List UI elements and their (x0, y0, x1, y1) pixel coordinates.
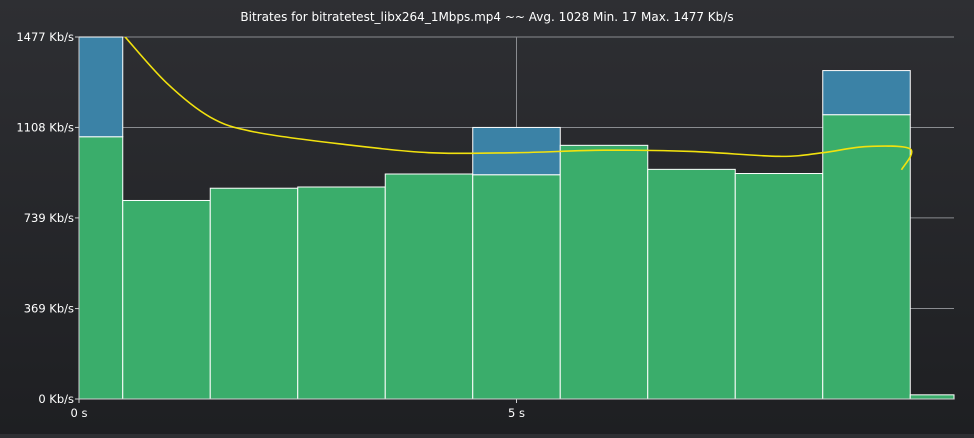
bitrate-bar (78, 136, 124, 400)
keyframe-bar (78, 36, 124, 138)
y-tick-labels: 0 Kb/s 369 Kb/s 739 Kb/s 1108 Kb/s 1477 Kb/s (16, 30, 79, 406)
bitrate-bar (909, 394, 955, 400)
y-tick-label: 369 Kb/s (24, 302, 74, 316)
bitrate-bar (734, 173, 824, 400)
bitrate-bar (472, 174, 561, 400)
keyframe-bar (822, 70, 911, 116)
x-tick-labels: 0 s 5 s (71, 399, 525, 420)
bitrate-bar (122, 199, 211, 400)
bitrate-bar (647, 168, 736, 400)
x-tick-label: 5 s (508, 406, 525, 420)
bitrate-bar (297, 186, 386, 400)
average-bitrate-line (124, 37, 913, 171)
bitrate-bar (384, 173, 474, 400)
y-tick-label: 1108 Kb/s (16, 120, 74, 134)
y-tick-label: 0 Kb/s (38, 392, 74, 406)
y-tick-label: 1477 Kb/s (16, 30, 74, 44)
bitrate-bar (559, 144, 649, 400)
bitrate-bar (822, 114, 911, 400)
bitrate-bar (209, 187, 299, 400)
y-tick-label: 739 Kb/s (24, 211, 74, 225)
bars (78, 36, 955, 400)
chart-title: Bitrates for bitratetest_libx264_1Mbps.m… (240, 10, 733, 24)
x-tick-label: 0 s (71, 406, 88, 420)
average-curve-layer (124, 37, 913, 171)
